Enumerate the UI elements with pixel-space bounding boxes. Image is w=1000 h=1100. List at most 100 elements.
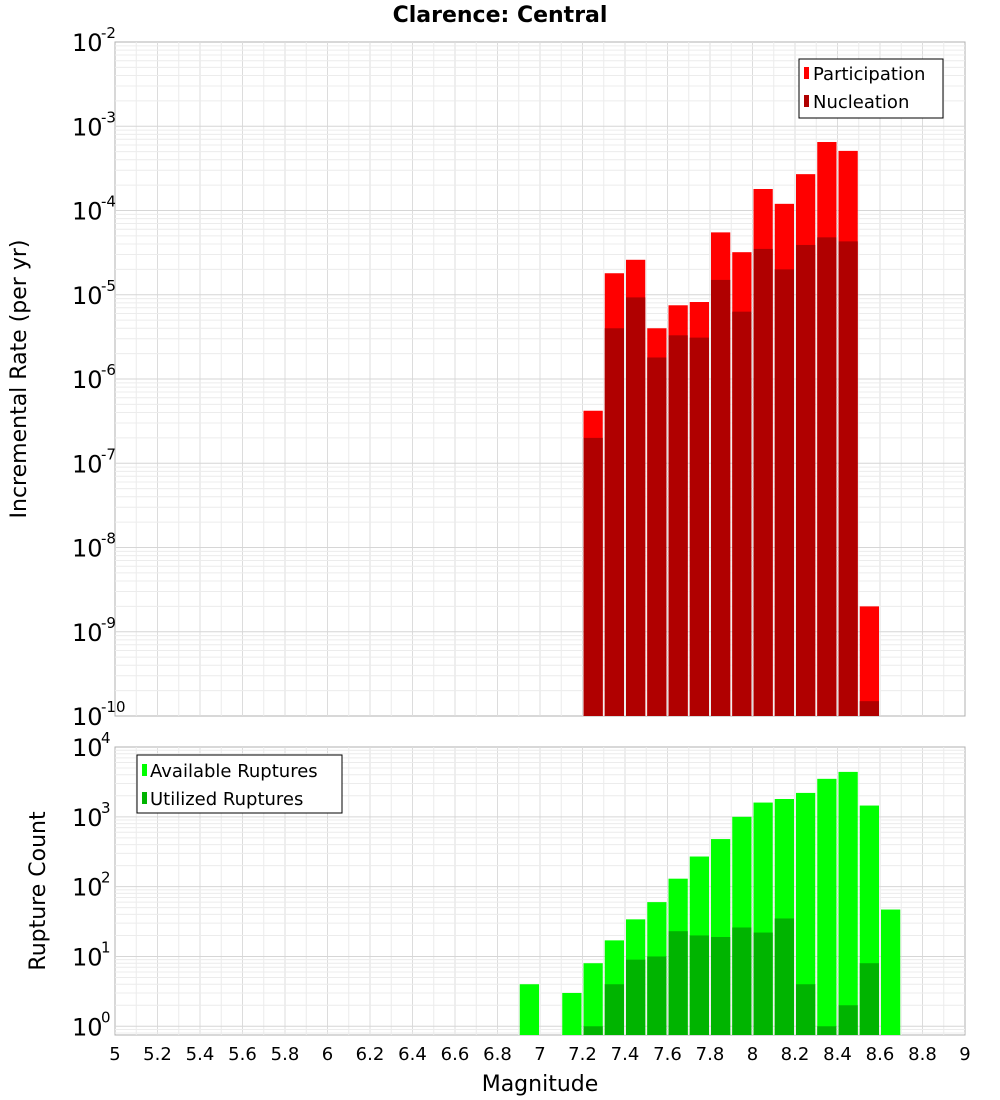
tick-exponent: -4 bbox=[101, 193, 116, 211]
bottom-y-axis-title: Rupture Count bbox=[26, 811, 51, 971]
x-tick-label: 8.6 bbox=[866, 1044, 895, 1065]
utilized-ruptures-bar bbox=[668, 931, 688, 1035]
utilized-ruptures-bar bbox=[859, 963, 879, 1035]
x-tick-label: 9 bbox=[959, 1044, 970, 1065]
nucleation-legend-swatch bbox=[804, 95, 809, 107]
utilized-ruptures-bar bbox=[689, 935, 709, 1035]
nucleation-bar bbox=[604, 328, 624, 716]
x-tick-labels: 5 5.2 5.4 5.6 5.8 6 6.2 6.4 6.6 6.8 7 7.2 7.4 7.6 7.8 8… bbox=[109, 1044, 970, 1065]
x-tick-label: 6 bbox=[322, 1044, 333, 1065]
tick-base: 10 bbox=[72, 804, 103, 832]
nucleation-bar bbox=[796, 244, 816, 716]
top-gridlines bbox=[115, 42, 965, 716]
bottom-y-tick-label: 102 bbox=[72, 869, 111, 902]
x-tick-label: 7 bbox=[534, 1044, 545, 1065]
tick-base: 10 bbox=[72, 874, 103, 902]
tick-exponent: -7 bbox=[101, 445, 116, 463]
utilized-ruptures-bar bbox=[647, 956, 667, 1035]
tick-exponent: -10 bbox=[101, 698, 126, 716]
utilized-ruptures-bar bbox=[796, 984, 816, 1035]
x-tick-label: 7.6 bbox=[653, 1044, 682, 1065]
x-tick-label: 8.2 bbox=[781, 1044, 810, 1065]
x-tick-label: 7.8 bbox=[696, 1044, 725, 1065]
tick-exponent: -8 bbox=[101, 530, 116, 548]
nucleation-bar bbox=[859, 701, 879, 716]
top-y-axis-title: Incremental Rate (per yr) bbox=[7, 240, 32, 519]
bottom-y-tick-label: 103 bbox=[72, 799, 111, 832]
nucleation-bar bbox=[626, 297, 646, 716]
top-y-tick-label: 10-9 bbox=[72, 614, 116, 647]
top-y-tick-label: 10-4 bbox=[72, 193, 116, 226]
tick-base: 10 bbox=[72, 29, 103, 57]
tick-exponent: -3 bbox=[101, 108, 116, 126]
utilized-ruptures-bar bbox=[604, 984, 624, 1035]
x-tick-label: 5.8 bbox=[271, 1044, 300, 1065]
tick-base: 10 bbox=[72, 703, 103, 731]
tick-base: 10 bbox=[72, 1013, 103, 1041]
nucleation-bar bbox=[838, 241, 858, 716]
top-bars bbox=[583, 142, 879, 717]
utilized-ruptures-bar bbox=[626, 959, 646, 1035]
chart-title: Clarence: Central bbox=[393, 3, 608, 28]
tick-base: 10 bbox=[72, 450, 103, 478]
nucleation-bar bbox=[583, 437, 603, 716]
x-tick-label: 5.2 bbox=[143, 1044, 172, 1065]
x-tick-label: 5.6 bbox=[228, 1044, 257, 1065]
available-ruptures-bar bbox=[881, 909, 901, 1035]
tick-exponent: -9 bbox=[101, 614, 116, 632]
nucleation-bar bbox=[732, 311, 752, 716]
tick-exponent: 3 bbox=[101, 799, 111, 817]
x-tick-label: 8 bbox=[747, 1044, 758, 1065]
utilized-legend-label: Utilized Ruptures bbox=[150, 789, 303, 810]
available-ruptures-bar bbox=[519, 984, 539, 1035]
participation-bar bbox=[859, 606, 879, 716]
x-tick-label: 7.4 bbox=[611, 1044, 640, 1065]
participation-legend-swatch bbox=[804, 67, 809, 79]
tick-exponent: -6 bbox=[101, 361, 116, 379]
available-ruptures-bar bbox=[583, 963, 603, 1035]
bottom-legend: Available Ruptures Utilized Ruptures bbox=[136, 754, 343, 814]
tick-base: 10 bbox=[72, 113, 103, 141]
utilized-ruptures-bar bbox=[817, 1026, 837, 1035]
tick-exponent: 4 bbox=[101, 729, 111, 747]
bottom-y-tick-label: 104 bbox=[72, 729, 111, 762]
utilized-ruptures-bar bbox=[583, 1026, 603, 1035]
x-tick-label: 5 bbox=[109, 1044, 120, 1065]
available-legend-swatch bbox=[142, 764, 147, 776]
utilized-ruptures-bar bbox=[753, 932, 773, 1035]
tick-base: 10 bbox=[72, 619, 103, 647]
nucleation-bar bbox=[647, 357, 667, 716]
tick-base: 10 bbox=[72, 943, 103, 971]
x-tick-label: 6.2 bbox=[356, 1044, 385, 1065]
top-y-tick-label: 10-8 bbox=[72, 530, 116, 563]
top-y-tick-label: 10-6 bbox=[72, 361, 116, 394]
tick-exponent: -5 bbox=[101, 277, 116, 295]
tick-exponent: -2 bbox=[101, 24, 116, 42]
bottom-bars bbox=[519, 771, 901, 1035]
tick-base: 10 bbox=[72, 535, 103, 563]
x-tick-label: 7.2 bbox=[568, 1044, 597, 1065]
x-axis-title: Magnitude bbox=[482, 1072, 599, 1097]
x-tick-label: 6.8 bbox=[483, 1044, 512, 1065]
top-y-tick-label: 10-10 bbox=[72, 698, 126, 731]
bottom-y-tick-label: 101 bbox=[72, 938, 111, 971]
top-legend-box bbox=[798, 58, 944, 119]
tick-base: 10 bbox=[72, 734, 103, 762]
nucleation-bar bbox=[753, 248, 773, 716]
available-legend-label: Available Ruptures bbox=[150, 761, 318, 782]
top-legend: Participation Nucleation bbox=[798, 58, 944, 119]
bottom-legend-box bbox=[136, 754, 343, 814]
x-tick-label: 6.4 bbox=[398, 1044, 427, 1065]
tick-exponent: 0 bbox=[101, 1008, 111, 1026]
top-y-tick-label: 10-3 bbox=[72, 108, 116, 141]
tick-base: 10 bbox=[72, 198, 103, 226]
top-y-tick-label: 10-2 bbox=[72, 24, 116, 57]
nucleation-bar bbox=[711, 279, 731, 716]
tick-base: 10 bbox=[72, 282, 103, 310]
bottom-y-tick-label: 100 bbox=[72, 1008, 111, 1041]
x-tick-label: 6.6 bbox=[441, 1044, 470, 1065]
